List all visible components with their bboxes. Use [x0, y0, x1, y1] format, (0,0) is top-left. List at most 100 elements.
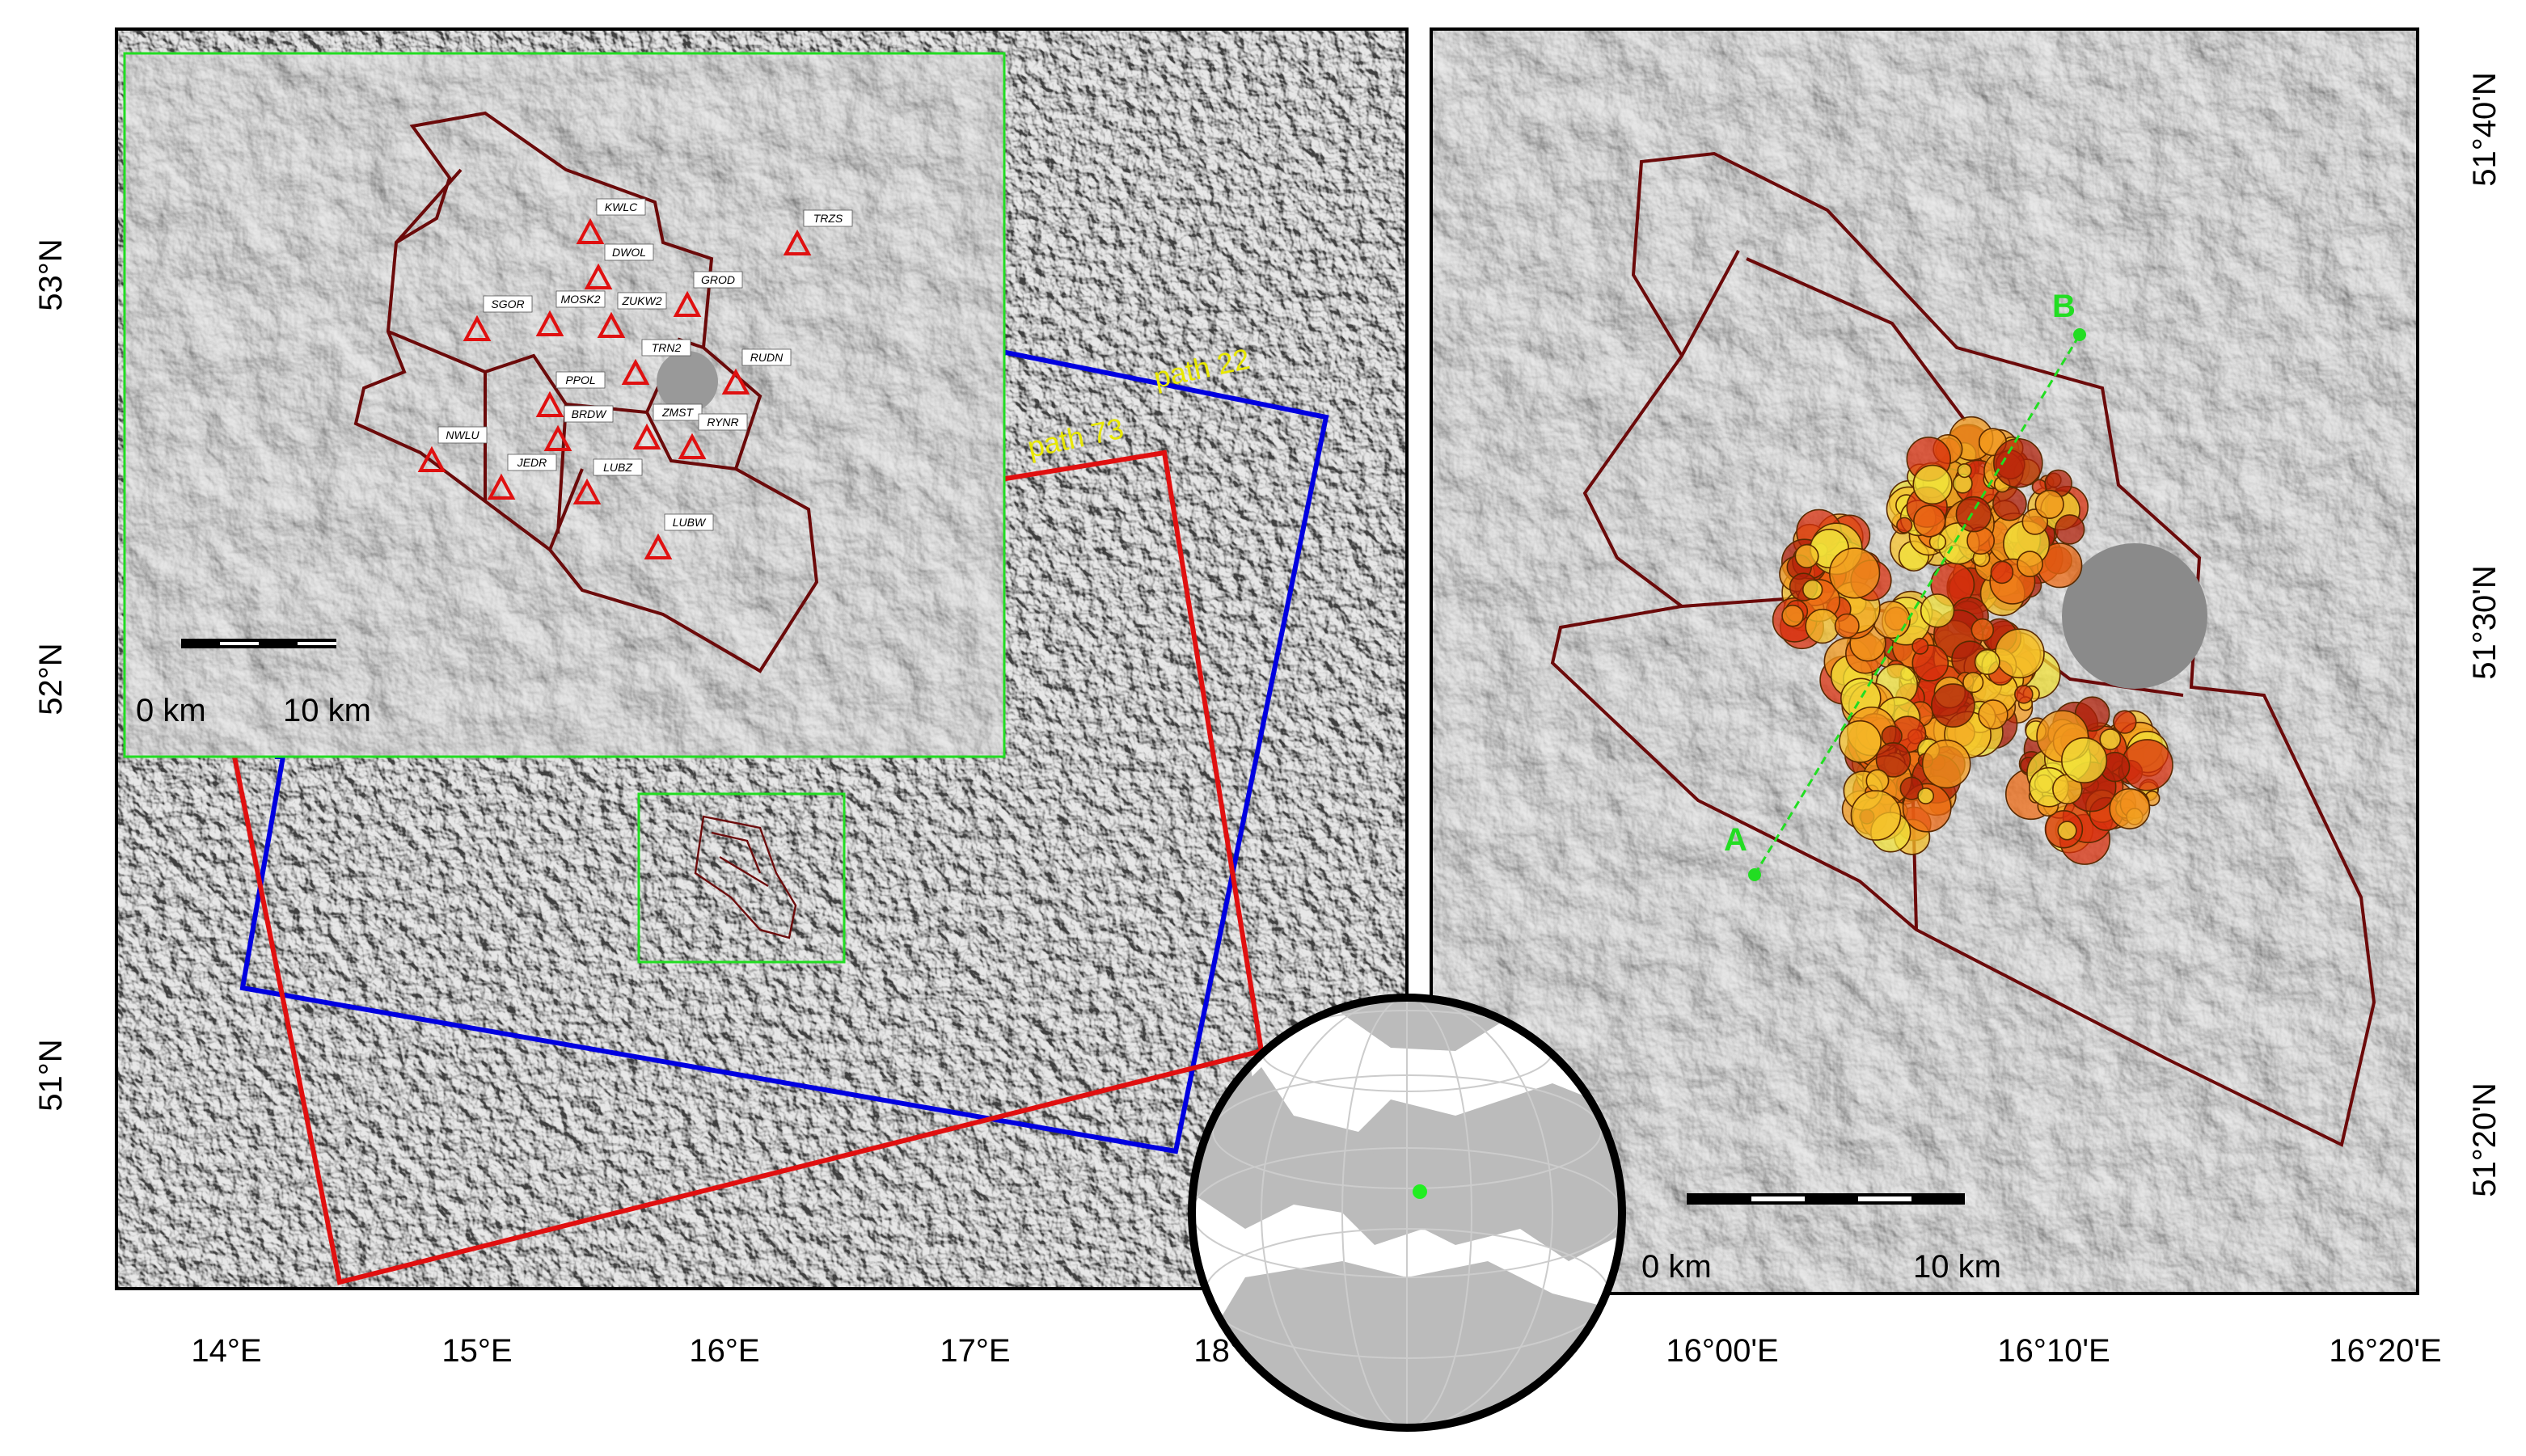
earthquake: [1962, 672, 1984, 694]
station-label: TRN2: [652, 341, 682, 354]
earthquake: [1990, 560, 2014, 585]
earthquake: [2034, 489, 2064, 519]
earthquake: [1911, 637, 1929, 655]
station-marker: [584, 263, 613, 289]
right-map: A B 0 km 10 km: [1431, 29, 2418, 1294]
station-label-box: [555, 371, 606, 389]
station-label-box: [507, 454, 557, 471]
earthquake: [1834, 613, 1860, 639]
earthquakes: [1772, 416, 2173, 865]
station-marker: [721, 368, 750, 395]
station-label: KWLC: [605, 200, 638, 213]
mine-outline-small: [694, 815, 797, 939]
station-label: ZUKW2: [622, 294, 662, 307]
station-label-box: [741, 348, 792, 366]
station-label-box: [693, 271, 743, 289]
earthquake: [1978, 699, 2009, 730]
station-label: LUBZ: [603, 461, 632, 474]
stations: KWLC DWOL GROD TRZS SGOR MOSK2 ZUKW2 TRN2 RUDN PP…: [417, 198, 853, 559]
earthquake: [1992, 486, 2027, 521]
station-marker: [576, 217, 605, 244]
earthquake: [1974, 648, 2000, 675]
station-label: JEDR: [517, 456, 547, 469]
station-label: ZMST: [661, 406, 695, 419]
station-label-box: [617, 292, 667, 310]
earthquake: [2017, 551, 2043, 578]
station-label-box: [593, 458, 643, 476]
earthquake: [1802, 579, 1823, 601]
axis-labels: 53°N 52°N 51°N 14°E 15°E 16°E 17°E 18°E …: [33, 72, 2503, 1369]
location-dot: [1413, 1184, 1427, 1199]
scale-bar: 0 km 10 km: [136, 639, 371, 728]
earthquake: [1781, 604, 1804, 627]
reservoir: [2062, 543, 2207, 689]
station-label-box: [653, 403, 703, 421]
earthquake: [1805, 608, 1840, 644]
station-marker: [644, 533, 673, 559]
station-label: SGOR: [491, 298, 524, 310]
station-label: BRDW: [572, 407, 608, 420]
station-marker: [632, 423, 661, 449]
scale-label: 10 km: [283, 693, 371, 728]
station-marker: [463, 314, 492, 341]
station-marker: [535, 310, 564, 336]
station-marker: [417, 445, 446, 472]
station-marker: [783, 229, 812, 255]
scale-bar: 0 km 10 km: [1641, 1193, 2001, 1285]
lon-label: 16°00'E: [1666, 1333, 1778, 1369]
station-label-box: [596, 198, 646, 216]
earthquake: [2109, 787, 2151, 829]
profile-end: [2073, 328, 2086, 341]
earthquake: [1931, 683, 1975, 728]
station-label-box: [641, 339, 691, 357]
station-marker: [678, 433, 707, 459]
station-label: LUBW: [673, 516, 707, 529]
lat-label: 52°N: [33, 643, 69, 715]
station-marker: [535, 390, 564, 417]
lon-label: 16°20'E: [2329, 1333, 2441, 1369]
earthquake: [2014, 685, 2034, 704]
station-label: PPOL: [565, 373, 595, 386]
profile-line: [1753, 334, 2081, 876]
earthquake: [2061, 736, 2108, 784]
earthquake: [1875, 742, 1911, 778]
profile-label: A: [1724, 822, 1747, 858]
inset-locator: [637, 792, 846, 964]
earthquake: [1794, 543, 1819, 568]
station-label: RYNR: [707, 416, 738, 428]
station-label-box: [437, 426, 488, 444]
station-label: DWOL: [612, 246, 646, 259]
lon-label: 17°E: [940, 1333, 1010, 1369]
lat-label: 51°40'N: [2467, 72, 2503, 187]
station-marker: [543, 424, 572, 451]
earthquake: [1920, 593, 1955, 628]
reservoir: [657, 351, 718, 412]
station-label-box: [803, 209, 853, 227]
station-label-box: [698, 413, 748, 431]
station-label: TRZS: [813, 212, 843, 225]
station-marker: [487, 473, 516, 500]
station-label-box: [555, 290, 606, 308]
lat-label: 51°20'N: [2467, 1083, 2503, 1197]
station-label: RUDN: [750, 351, 784, 364]
station-label: MOSK2: [560, 293, 600, 306]
station-label-box: [483, 295, 533, 313]
earthquake: [2054, 514, 2085, 545]
earthquake: [1913, 504, 1946, 538]
lon-label: 16°E: [689, 1333, 759, 1369]
lon-label: 16°10'E: [1997, 1333, 2110, 1369]
earthquake: [2113, 710, 2137, 734]
earthquake: [1971, 618, 1995, 642]
lon-label: 15°E: [441, 1333, 512, 1369]
scale-label: 10 km: [1913, 1249, 2001, 1285]
profile-label: B: [2052, 289, 2076, 324]
earthquake: [1828, 547, 1881, 599]
earthquake: [1896, 517, 1913, 534]
station-marker: [597, 311, 626, 338]
earthquake: [1994, 628, 2045, 679]
station-label-box: [604, 243, 654, 261]
scale-label: 0 km: [136, 693, 206, 728]
earthquake: [1865, 769, 1890, 793]
